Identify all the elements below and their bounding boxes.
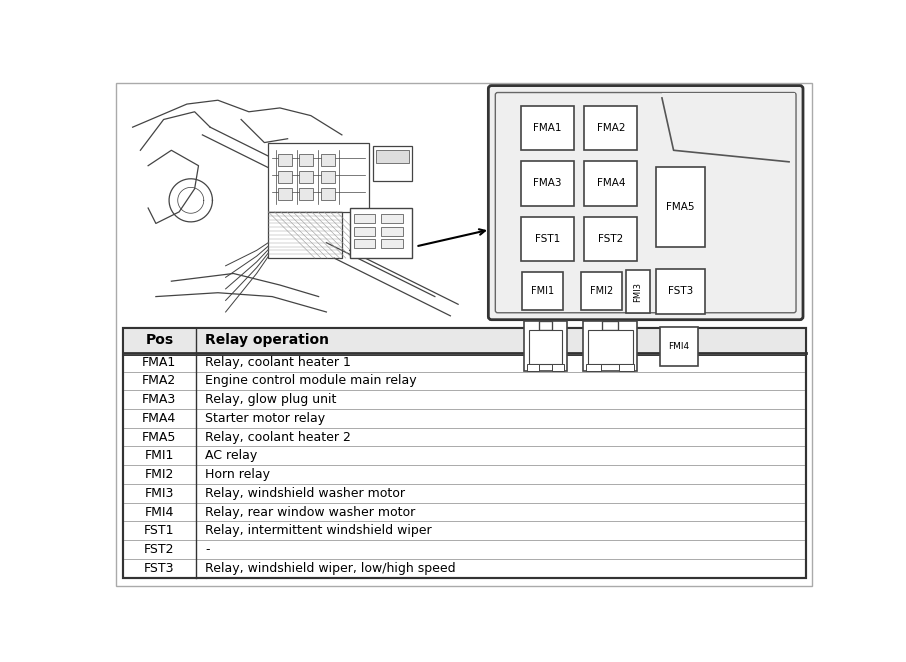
Text: FMI3: FMI3 [145,487,174,500]
Bar [619,363,634,371]
Text: FMI2: FMI2 [145,468,174,481]
Text: Relay, windshield wiper, low/high speed: Relay, windshield wiper, low/high speed [206,562,456,575]
Polygon shape [662,93,795,162]
Text: FMA4: FMA4 [596,178,625,189]
Bar [381,214,403,224]
Text: FMA2: FMA2 [596,123,625,133]
Text: FMI4: FMI4 [145,506,174,518]
Text: Relay operation: Relay operation [206,334,330,348]
Bar [299,154,313,166]
Text: FST2: FST2 [144,543,175,556]
Text: FMI1: FMI1 [145,449,174,462]
Bar [527,363,539,371]
Bar [122,328,806,353]
Text: Relay, glow plug unit: Relay, glow plug unit [206,393,337,406]
Text: FMA5: FMA5 [666,203,695,213]
Bar [521,216,573,261]
Bar [268,142,369,212]
Bar [299,188,313,201]
Text: FMA2: FMA2 [142,375,177,387]
Bar [588,330,632,363]
Bar [321,154,335,166]
Text: FST1: FST1 [535,234,560,244]
Bar [552,363,564,371]
Bar [353,214,375,224]
Bar [656,167,706,248]
Text: Relay, intermittent windshield wiper: Relay, intermittent windshield wiper [206,524,432,538]
Text: Relay, coolant heater 2: Relay, coolant heater 2 [206,430,352,444]
Text: FMA1: FMA1 [533,123,562,133]
Bar [521,161,573,206]
Bar [583,321,637,371]
Bar [586,363,602,371]
Bar [539,321,552,330]
Bar [122,328,806,578]
Text: FMI3: FMI3 [633,281,642,302]
Bar [524,321,566,371]
Bar [353,226,375,236]
Text: Pos: Pos [145,334,173,348]
Text: FMI2: FMI2 [590,286,613,296]
Bar [277,171,292,183]
Text: FMA3: FMA3 [533,178,562,189]
Bar [125,89,462,316]
Bar [321,171,335,183]
Bar [381,226,403,236]
Text: Relay, windshield washer motor: Relay, windshield washer motor [206,487,406,500]
Bar [584,106,637,150]
Bar [626,270,650,312]
Bar [376,150,409,163]
FancyBboxPatch shape [496,93,796,312]
Text: FST2: FST2 [598,234,623,244]
Bar [528,330,562,363]
Bar [584,161,637,206]
Text: AC relay: AC relay [206,449,257,462]
Bar [122,328,806,578]
Text: -: - [206,543,210,556]
FancyBboxPatch shape [488,85,803,320]
Text: FMI1: FMI1 [531,286,554,296]
Text: FST3: FST3 [144,562,175,575]
Bar [373,146,411,181]
Text: Horn relay: Horn relay [206,468,271,481]
Text: FMA1: FMA1 [142,355,177,369]
Bar [584,216,637,261]
Bar [381,239,403,248]
Bar [268,212,342,258]
Bar [582,272,622,310]
Bar [350,208,411,258]
Text: FMA5: FMA5 [142,430,177,444]
Text: FMI4: FMI4 [669,342,689,351]
Text: FST3: FST3 [668,286,693,296]
Text: Engine control module main relay: Engine control module main relay [206,375,417,387]
Bar [656,269,706,314]
Text: Relay, rear window washer motor: Relay, rear window washer motor [206,506,416,518]
Text: Starter motor relay: Starter motor relay [206,412,325,425]
Bar [321,188,335,201]
Bar [602,321,618,330]
Bar [660,328,699,366]
Bar [523,272,563,310]
Text: FST1: FST1 [144,524,175,538]
Bar [521,106,573,150]
Text: FMA4: FMA4 [142,412,177,425]
Text: FMA3: FMA3 [142,393,177,406]
Bar [353,239,375,248]
Bar [299,171,313,183]
Bar [277,154,292,166]
Bar [277,188,292,201]
Text: Relay, coolant heater 1: Relay, coolant heater 1 [206,355,352,369]
